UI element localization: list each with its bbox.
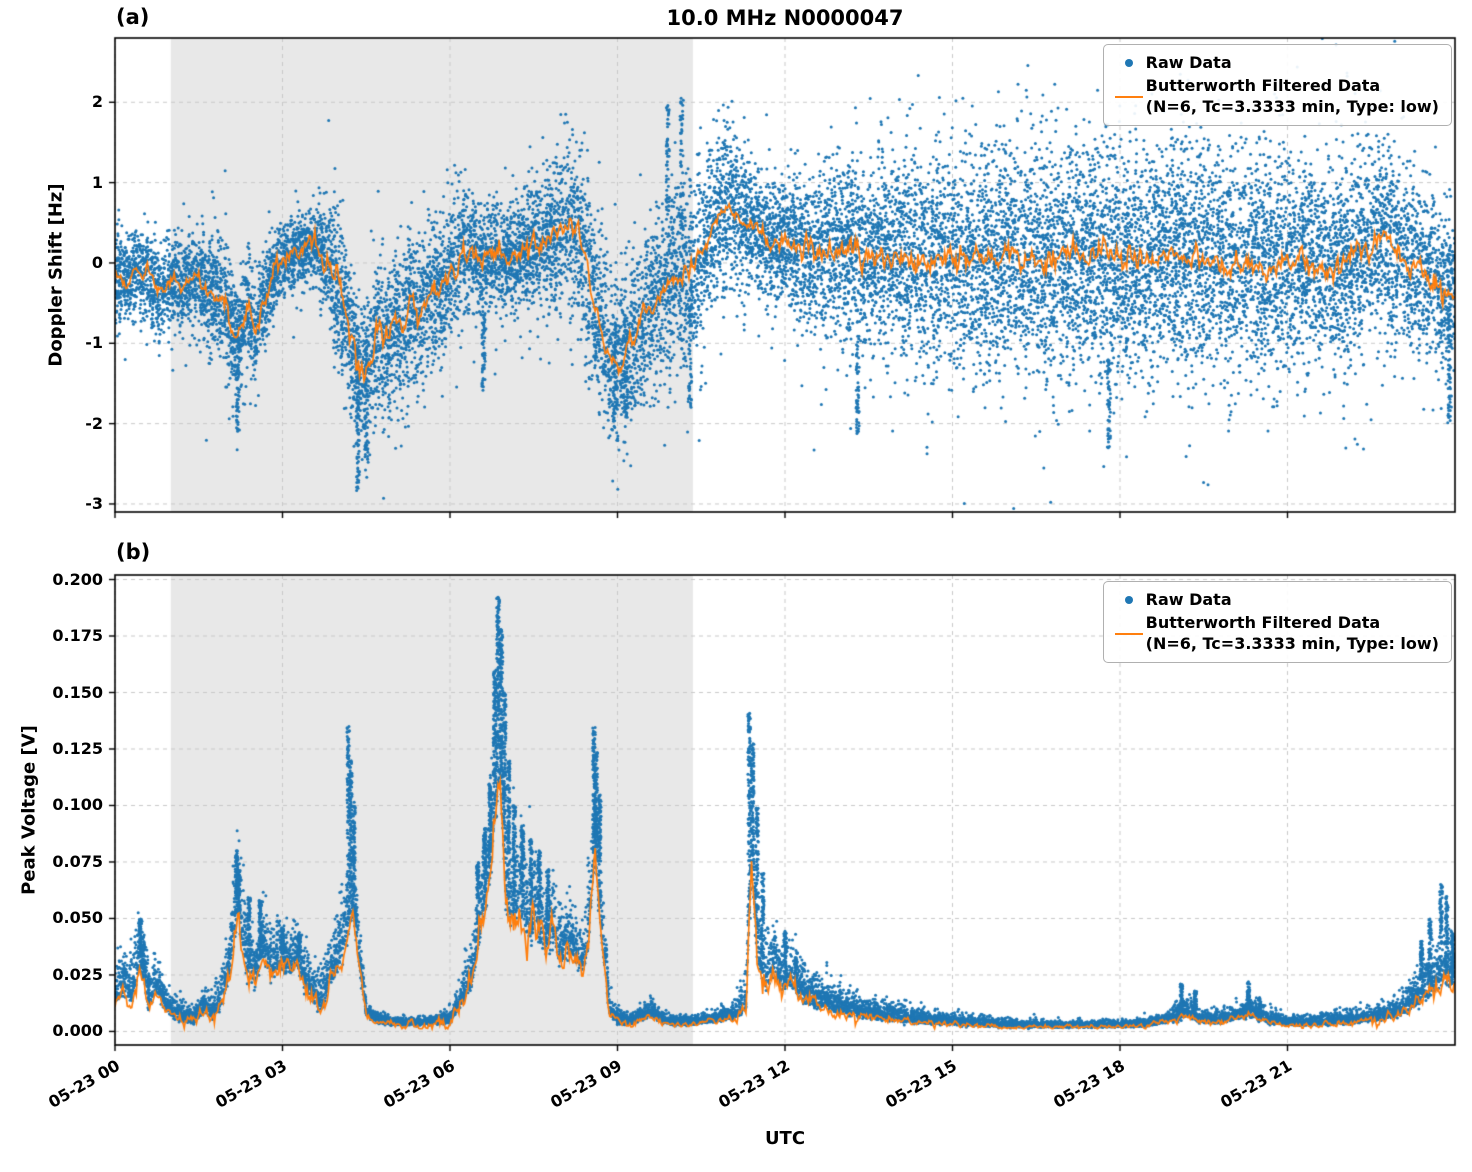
y-tick-label: 0.050	[52, 908, 103, 928]
y-tick-label: -2	[85, 413, 103, 433]
y-tick-label: 0.000	[52, 1021, 103, 1041]
filtered-label-line2: (N=6, Tc=3.3333 min, Type: low)	[1145, 633, 1439, 653]
filtered-label-line2: (N=6, Tc=3.3333 min, Type: low)	[1145, 96, 1439, 116]
panel-a-label: (a)	[116, 5, 150, 29]
raw-data-label: Raw Data	[1145, 53, 1232, 72]
filtered-line-icon	[1114, 632, 1143, 635]
filtered-label: Butterworth Filtered Data (N=6, Tc=3.333…	[1146, 613, 1439, 655]
y-tick-label: -1	[85, 333, 103, 353]
y-tick-label: 0.200	[52, 569, 103, 589]
filtered-label-line1: Butterworth Filtered Data	[1145, 612, 1381, 632]
x-axis-label: UTC	[764, 1128, 806, 1149]
y-tick-label: 0.150	[52, 682, 103, 702]
filtered-label: Butterworth Filtered Data (N=6, Tc=3.333…	[1146, 76, 1439, 118]
y-tick-label: -3	[85, 493, 103, 513]
y-tick-label: 0.100	[52, 795, 103, 815]
y-tick-label: 0.075	[52, 851, 103, 871]
raw-data-dot-icon	[1124, 596, 1133, 605]
raw-data-marker-col	[1112, 59, 1146, 68]
y-tick-label: 1	[91, 172, 103, 192]
panel-b-legend: Raw Data Butterworth Filtered Data (N=6,…	[1102, 581, 1452, 664]
raw-data-label: Raw Data	[1145, 590, 1232, 609]
filtered-marker-col	[1112, 632, 1146, 635]
legend-filtered-item: Butterworth Filtered Data (N=6, Tc=3.333…	[1112, 613, 1439, 655]
raw-data-dot-icon	[1124, 59, 1133, 68]
y-tick-label: 0.125	[52, 738, 103, 758]
filtered-line-icon	[1114, 95, 1143, 98]
legend-raw-item: Raw Data	[1112, 53, 1439, 74]
panel-b-label: (b)	[116, 540, 151, 564]
filtered-label-line1: Butterworth Filtered Data	[1145, 75, 1381, 95]
legend-filtered-item: Butterworth Filtered Data (N=6, Tc=3.333…	[1112, 76, 1439, 118]
y-tick-label: 0.025	[52, 964, 103, 984]
raw-data-marker-col	[1112, 596, 1146, 605]
y-tick-label: 0	[91, 252, 103, 272]
chart-title: 10.0 MHz N0000047	[666, 6, 904, 30]
y-tick-label: 0.175	[52, 626, 103, 645]
legend-raw-item: Raw Data	[1112, 590, 1439, 611]
panel-a-legend: Raw Data Butterworth Filtered Data (N=6,…	[1102, 44, 1452, 127]
y-tick-label: 2	[91, 92, 103, 112]
filtered-marker-col	[1112, 95, 1146, 98]
